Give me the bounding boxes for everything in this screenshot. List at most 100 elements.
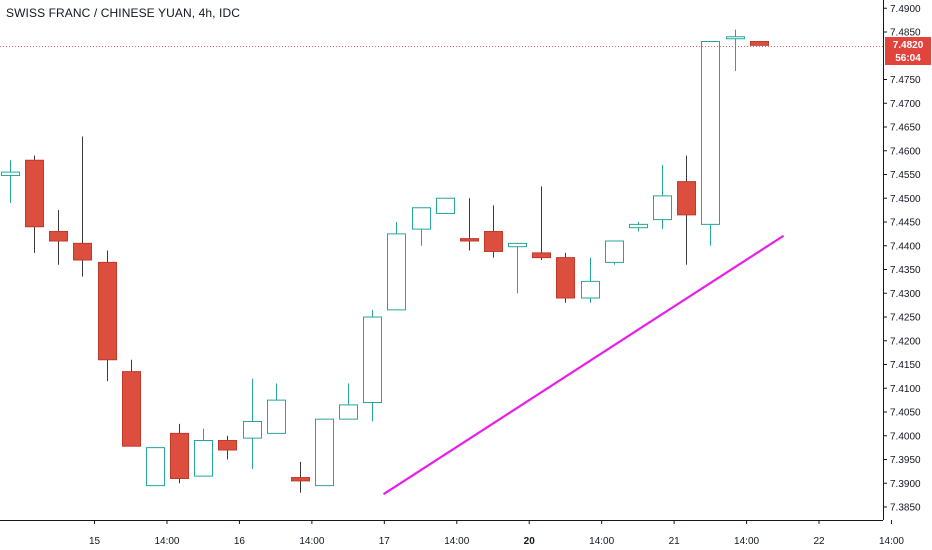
candle — [49, 210, 68, 265]
candle — [532, 186, 551, 260]
y-tick-label: 7.4550 — [890, 170, 921, 181]
candle — [508, 242, 527, 294]
candle-body — [412, 207, 431, 230]
price-badge: 7.4820 56:04 — [885, 37, 931, 65]
price-badge-value: 7.4820 — [893, 40, 924, 51]
y-tick-label: 7.3900 — [890, 479, 921, 490]
x-tick-label: 21 — [669, 536, 681, 547]
candle — [315, 418, 334, 487]
candle — [1, 160, 20, 203]
candle-body — [291, 477, 310, 482]
candle-body — [339, 404, 358, 420]
price-axis[interactable]: 7.4900 7.4850 7.4750 7.4700 7.4650 7.4600 7.45… — [883, 4, 921, 514]
candle — [629, 222, 648, 232]
trendline[interactable] — [383, 235, 784, 495]
candle — [460, 198, 479, 251]
candle — [25, 155, 44, 253]
y-tick-label: 7.4350 — [890, 265, 921, 276]
candle — [726, 29, 745, 71]
candle-body — [122, 371, 141, 447]
x-tick-label: 14:00 — [879, 536, 904, 547]
x-tick-label: 14:00 — [444, 536, 469, 547]
y-tick-label: 7.3950 — [890, 455, 921, 466]
candle-body — [677, 181, 696, 216]
candle-body — [98, 261, 117, 361]
candle-body — [605, 240, 624, 263]
candle — [653, 165, 672, 230]
candle-body — [1, 171, 20, 176]
x-tick-label: 20 — [524, 536, 536, 547]
trendline-layer — [383, 235, 784, 495]
candle-body — [532, 252, 551, 259]
candle — [291, 461, 310, 493]
candle — [194, 428, 213, 477]
y-tick-label: 7.4250 — [890, 313, 921, 324]
x-tick-label: 14:00 — [589, 536, 614, 547]
candle-body — [387, 233, 406, 311]
price-badge-bg — [885, 37, 931, 65]
y-tick-label: 7.4850 — [890, 28, 921, 39]
x-tick-label: 14:00 — [734, 536, 759, 547]
candle-body — [363, 316, 382, 403]
y-tick-label: 7.4150 — [890, 360, 921, 371]
candle — [363, 309, 382, 422]
candle-body — [436, 197, 455, 214]
y-tick-label: 7.4100 — [890, 384, 921, 395]
candle-body — [49, 231, 68, 242]
x-tick-label: 14:00 — [299, 536, 324, 547]
candle — [146, 447, 165, 487]
candle — [701, 41, 720, 246]
price-badge-countdown: 56:04 — [895, 53, 921, 64]
y-tick-label: 7.4400 — [890, 241, 921, 252]
y-tick-label: 7.4650 — [890, 123, 921, 134]
x-tick-label: 14:00 — [154, 536, 179, 547]
candle-body — [726, 36, 745, 40]
y-tick-label: 7.4600 — [890, 146, 921, 157]
candle-body — [146, 447, 165, 487]
y-tick-label: 7.4300 — [890, 289, 921, 300]
candle-body — [218, 440, 237, 451]
candle-body — [701, 41, 720, 225]
candle-body — [629, 223, 648, 229]
candle — [581, 257, 600, 303]
time-axis[interactable]: 15 14:00 16 14:00 17 14:00 20 14:00 21 14:00 22 14:… — [89, 520, 904, 547]
candle — [98, 250, 117, 382]
candle — [387, 222, 406, 311]
candle-body — [508, 242, 527, 248]
candle — [677, 155, 696, 265]
candle-body — [170, 432, 189, 479]
y-tick-label: 7.4700 — [890, 99, 921, 110]
candle-body — [194, 440, 213, 477]
candle-body — [750, 41, 769, 46]
candle-body — [315, 418, 334, 487]
candle-body — [267, 399, 286, 434]
candle-body — [460, 238, 479, 242]
candle — [556, 252, 575, 303]
y-tick-label: 7.4000 — [890, 431, 921, 442]
candle — [170, 423, 189, 484]
x-tick-label: 15 — [89, 536, 101, 547]
candles-layer — [1, 29, 769, 493]
candle-body — [484, 231, 503, 252]
candle-body — [25, 159, 44, 228]
candle-body — [581, 280, 600, 299]
candle — [122, 359, 141, 447]
candle-body — [243, 421, 262, 439]
chart-title: SWISS FRANC / CHINESE YUAN, 4h, IDC — [6, 6, 240, 20]
candle — [605, 240, 624, 265]
candle — [267, 383, 286, 434]
candle — [484, 205, 503, 258]
y-tick-label: 7.4200 — [890, 336, 921, 347]
y-tick-label: 7.4500 — [890, 194, 921, 205]
candle — [218, 435, 237, 460]
candle-body — [73, 242, 92, 261]
x-tick-label: 17 — [379, 536, 391, 547]
candle — [436, 197, 455, 214]
candle — [412, 207, 431, 246]
candle — [243, 378, 262, 469]
y-tick-label: 7.3850 — [890, 503, 921, 514]
x-tick-label: 16 — [234, 536, 246, 547]
y-tick-label: 7.4900 — [890, 4, 921, 15]
candle — [339, 383, 358, 420]
